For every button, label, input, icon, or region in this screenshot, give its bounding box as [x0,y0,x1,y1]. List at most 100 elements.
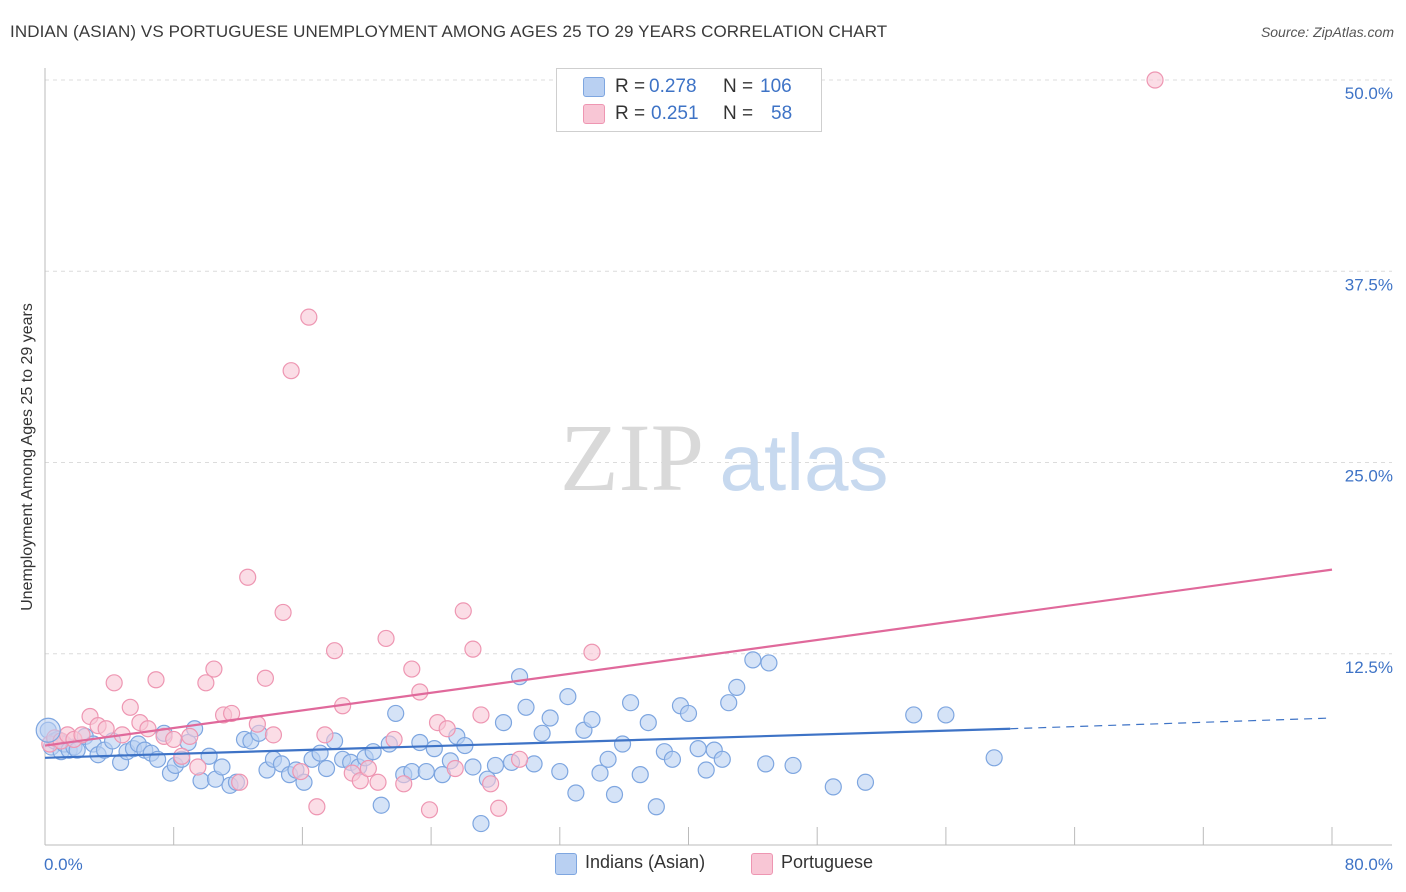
x-tick-label: 80.0% [1345,855,1393,874]
indians-point [639,713,657,732]
indians-point [541,709,559,727]
trend-lines [44,568,1333,759]
indians-trend-line [44,727,1011,759]
indians-point [494,713,513,732]
portuguese-trend-line [44,568,1333,747]
indians-point [372,796,390,814]
portuguese-point [173,747,191,765]
legend-swatch-indians [555,853,577,875]
indians-point [631,766,649,784]
portuguese-point [490,799,508,817]
axes [44,68,1392,846]
chart-title: INDIAN (ASIAN) VS PORTUGUESE UNEMPLOYMEN… [10,22,888,41]
portuguese-point [147,671,165,689]
indians-point [517,698,535,716]
legend-swatch-portuguese [583,104,605,124]
indians-point [599,750,617,768]
indians-point [605,785,624,804]
indians-point [213,758,231,776]
indians-point [559,687,577,706]
indians-point [417,762,435,781]
data-points [35,71,1164,833]
indians-point [387,704,405,723]
indians-point [35,717,61,743]
portuguese-point [274,603,292,622]
indians-point [583,710,601,729]
indians-point [533,724,551,742]
portuguese-point [385,730,403,749]
indians-point [985,749,1003,767]
legend-r-value: 0.251 [651,103,699,124]
indians-point [613,735,632,753]
y-tick-label: 25.0% [1345,467,1393,486]
y-tick-label: 12.5% [1345,658,1393,677]
legend-r-value: 0.278 [649,76,697,97]
portuguese-point [165,730,183,749]
portuguese-point [325,642,344,660]
indians-point [621,694,640,712]
indians-point [856,773,875,791]
indians-point [472,814,490,833]
legend-n-value: 106 [760,76,792,97]
portuguese-point [300,308,318,326]
portuguese-point [411,683,429,701]
indians-point [757,755,775,773]
source-label: Source: ZipAtlas.com [1260,24,1394,40]
indians-point [679,704,698,723]
portuguese-point [316,726,334,744]
portuguese-point [454,602,472,620]
indians-point [551,762,569,781]
portuguese-point [510,750,529,768]
indians-point [411,733,429,752]
portuguese-point [292,762,310,781]
portuguese-point [446,759,464,778]
portuguese-point [403,660,421,678]
portuguese-point [181,727,199,745]
indians-point [591,764,609,782]
watermark: ZIP atlas [560,404,888,511]
portuguese-point [239,568,257,586]
indians-point [784,756,802,775]
indians-point [744,651,762,669]
legend-r-label: R = [615,103,646,124]
portuguese-point [189,758,207,776]
portuguese-point [308,798,326,816]
indians-point [697,761,715,779]
indians-point [824,778,842,796]
indians-point [760,654,778,672]
indians-point [728,678,746,697]
indians-point [689,740,707,758]
indians-point [364,743,382,761]
indians-point [525,755,543,773]
portuguese-point [121,698,139,716]
portuguese-point [231,773,249,791]
indians-point [663,750,682,768]
gridlines [45,79,1392,655]
indians-point [317,759,336,778]
portuguese-point [105,674,123,692]
portuguese-point [205,660,223,678]
indians-point [486,756,505,775]
indians-point [425,740,443,758]
indians-point [720,694,738,712]
y-tick-label: 37.5% [1345,275,1393,294]
portuguese-point [395,775,413,793]
portuguese-point [282,362,300,380]
portuguese-point [464,640,482,658]
legend-label-portuguese: Portuguese [781,852,874,872]
portuguese-point [472,706,490,724]
portuguese-point [248,715,266,733]
y-tick-label: 50.0% [1345,84,1393,103]
legend-r-label: R = [615,76,646,97]
portuguese-point [583,643,601,661]
legend-swatch-indians [583,77,605,97]
indians-point [464,758,482,776]
legend-n-value: 58 [771,103,793,124]
portuguese-point [1146,71,1164,89]
indians-point [905,706,923,724]
watermark-atlas: atlas [720,418,889,507]
tick-labels: 12.5% 25.0% 37.5% 50.0% 0.0% 80.0% [44,84,1393,874]
portuguese-point [438,720,456,738]
portuguese-point [482,775,500,793]
